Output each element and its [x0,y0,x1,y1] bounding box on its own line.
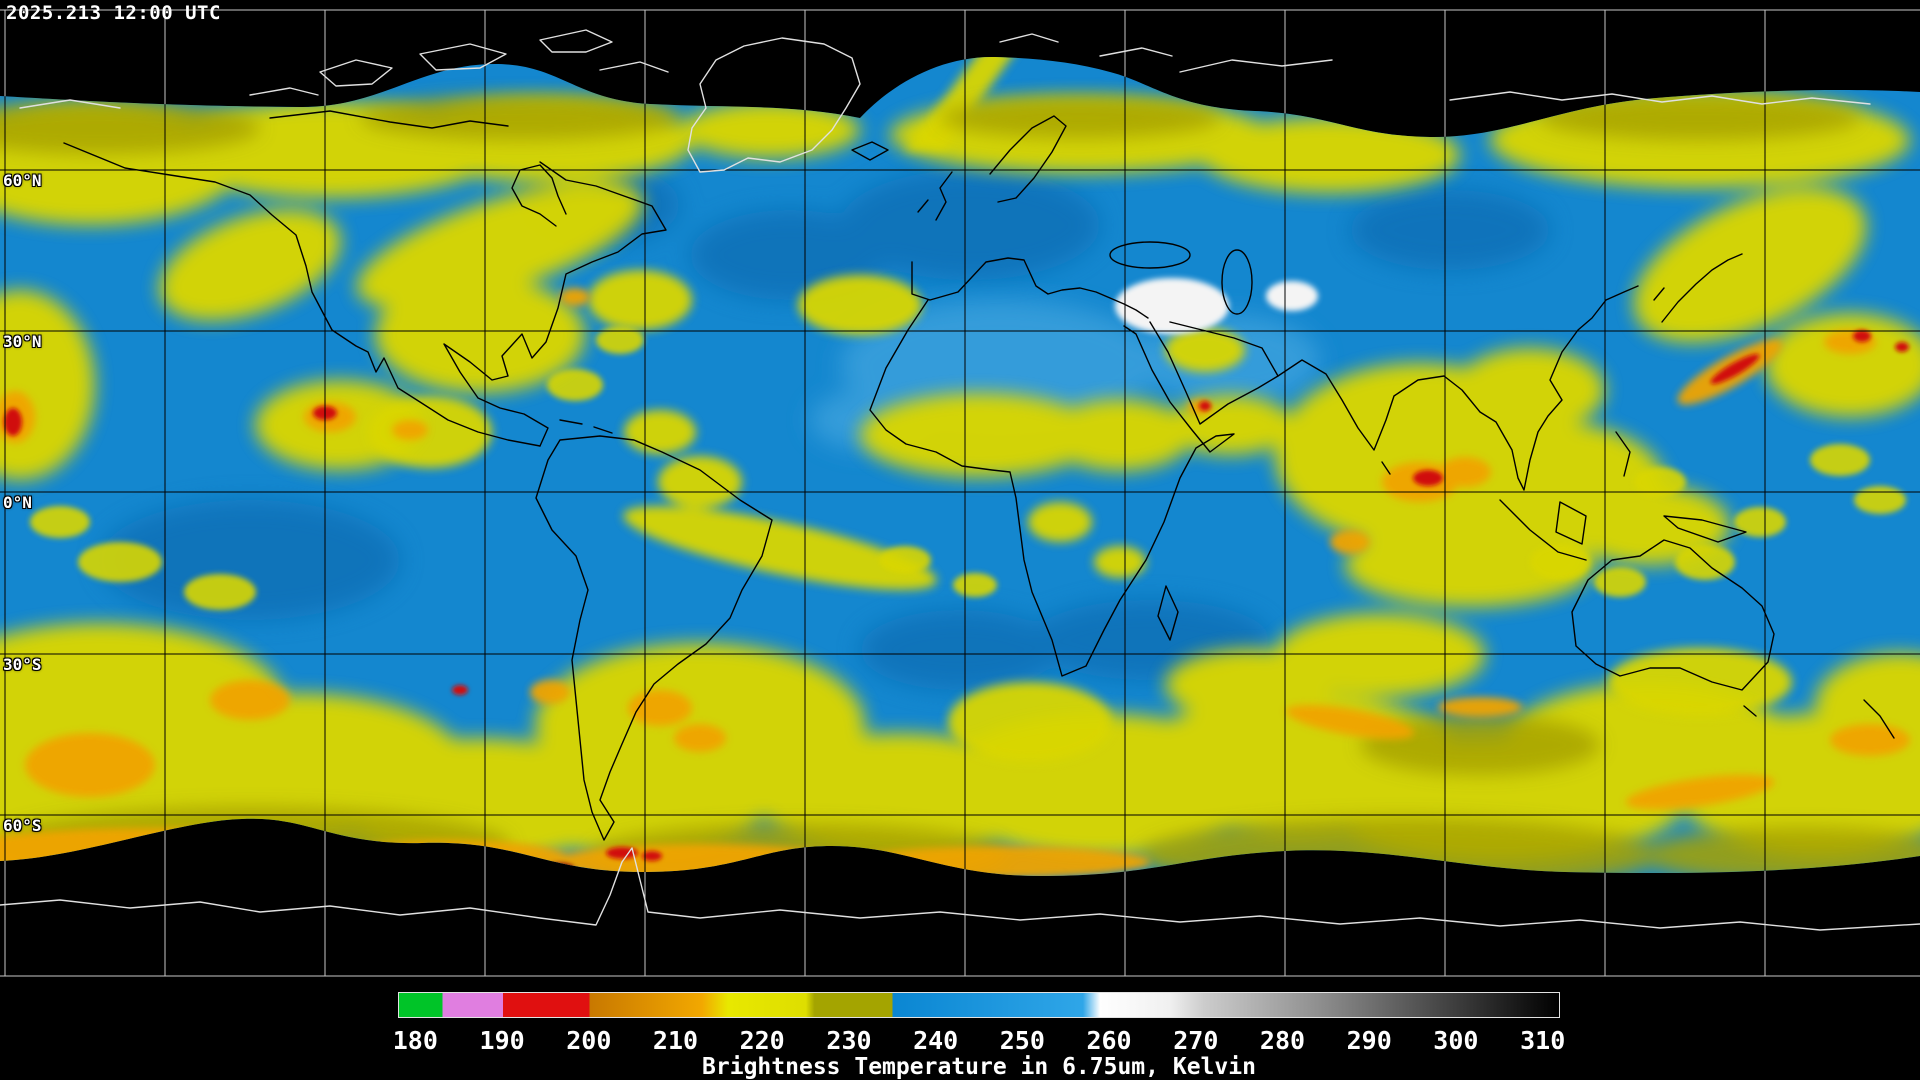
lat-label-30n: 30°N [3,332,42,351]
colorbar-tick-label: 270 [1173,1026,1219,1055]
colorbar-tick-label: 180 [392,1026,438,1055]
lat-label-0n: 0°N [3,493,32,512]
colorbar-tick-label: 240 [913,1026,959,1055]
water-vapor-map [0,9,1920,977]
colorbar-caption: Brightness Temperature in 6.75um, Kelvin [702,1054,1256,1080]
colorbar [398,992,1560,1018]
coastlines [63,110,1895,841]
colorbar-tick-label: 280 [1259,1026,1306,1055]
timestamp-label: 2025.213 12:00 UTC [6,2,221,24]
colorbar-tick-label: 300 [1433,1026,1479,1055]
lat-label-30s: 30°S [3,655,42,674]
colorbar-tick-label: 210 [652,1026,699,1055]
colorbar-tick-label: 230 [826,1026,872,1055]
colorbar-tick-label: 200 [566,1026,612,1055]
colorbar-tick-label: 190 [479,1026,525,1055]
colorbar-tick-label: 260 [1086,1026,1132,1055]
graticule-black [0,56,1920,877]
colorbar-tick-label: 310 [1520,1026,1566,1055]
colorbar-tick-label: 220 [739,1026,785,1055]
lat-label-60s: 60°S [3,816,42,835]
lat-label-60n: 60°N [3,171,42,190]
colorbar-tick-label: 250 [999,1026,1045,1055]
polar-coastlines [0,29,1920,931]
colorbar-tick-label: 290 [1346,1026,1392,1055]
colorbar-ticks: 180 190 200 210 220 230 240 250 260 270 280 290 300 3… [393,1026,1566,1055]
